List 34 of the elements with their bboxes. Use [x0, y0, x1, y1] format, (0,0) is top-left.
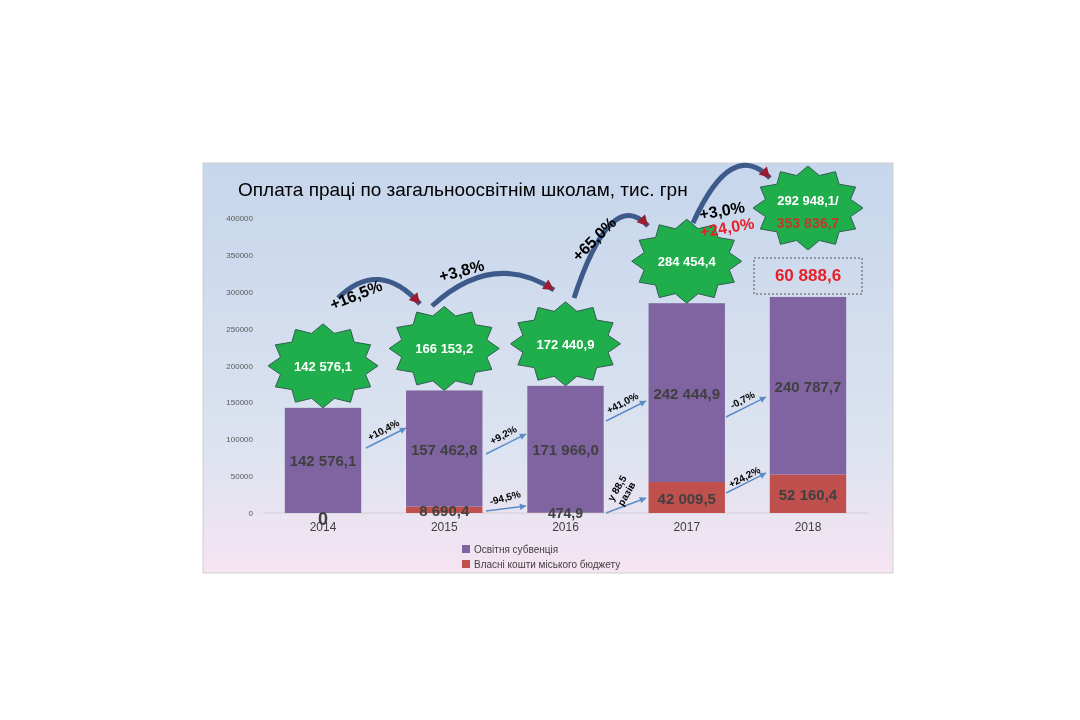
data-label: 42 009,5 [657, 489, 716, 507]
y-tick-label: 250000 [226, 324, 254, 334]
total-label: 172 440,9 [536, 336, 595, 352]
x-tick-label: 2017 [673, 520, 701, 534]
legend-label: Власні кошти міського бюджету [474, 559, 621, 570]
data-label: 242 444,9 [653, 384, 721, 402]
annotation: +3,8% [437, 256, 486, 285]
annotation: -0,7% [728, 388, 757, 411]
total-label: 284 454,4 [657, 254, 717, 270]
annotation: +9,2% [488, 423, 519, 447]
y-tick-label: 350000 [226, 250, 254, 260]
y-tick-label: 100000 [226, 435, 254, 445]
legend-label: Освітня субвенція [474, 544, 559, 555]
text: 292 948,1/ [777, 193, 840, 208]
y-tick-label: 150000 [226, 398, 254, 408]
x-tick-label: 2016 [552, 520, 580, 534]
y-tick-label: 0 [248, 509, 254, 518]
data-label: 142 576,1 [289, 452, 357, 470]
data-label: 240 787,7 [774, 377, 842, 395]
total-label: 142 576,1 [294, 358, 352, 374]
chart-title: Оплата праці по загальноосвітнім школам, тис. грн [238, 179, 688, 200]
data-label: 157 462,8 [410, 440, 478, 458]
y-tick-label: 50000 [230, 472, 254, 482]
annotation: 60 888,6 [774, 266, 842, 285]
y-tick-label: 200000 [226, 361, 254, 371]
x-tick-label: 2018 [794, 520, 822, 534]
x-tick-label: 2015 [430, 520, 458, 534]
y-tick-label: 300000 [226, 287, 254, 297]
total-label: 166 153,2 [415, 341, 474, 357]
annotation: -94,5% [488, 488, 522, 508]
annotation: 353 836,7 [776, 215, 840, 231]
y-tick-label: 400000 [226, 214, 254, 223]
data-label: 52 160,4 [778, 485, 838, 503]
data-label: 171 966,0 [532, 441, 599, 459]
